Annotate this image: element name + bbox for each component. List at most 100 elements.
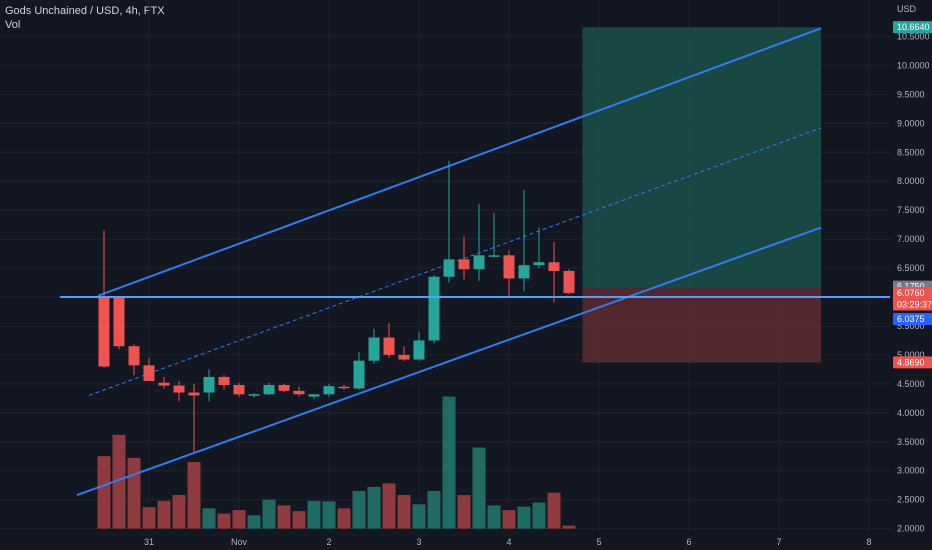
- price-axis: 2.0000 2.5000 3.0000 3.5000 4.0000 4.5000 5.00…: [897, 4, 930, 534]
- price-tick-label: 8.5000: [897, 147, 925, 157]
- price-tag-label: 03:29:37: [897, 300, 932, 310]
- volume-bar: [442, 396, 456, 529]
- price-tick-label: 4.5000: [897, 379, 925, 389]
- candle-body[interactable]: [443, 259, 455, 277]
- candle-body[interactable]: [458, 259, 470, 270]
- volume-bar: [322, 501, 336, 529]
- price-tick-label: 8.0000: [897, 176, 925, 186]
- candle-body[interactable]: [398, 354, 410, 360]
- price-tick-label: 9.5000: [897, 89, 925, 99]
- price-tag-label: 4.8690: [897, 357, 925, 367]
- symbol-title: Gods Unchained / USD, 4h, FTX: [5, 5, 165, 17]
- price-tick-label: 10.5000: [897, 31, 930, 41]
- candle-body[interactable]: [293, 390, 305, 395]
- channel-upper-line: [97, 27, 822, 297]
- price-tick-label: 9.0000: [897, 118, 925, 128]
- volume-bar: [112, 434, 126, 529]
- volume-bar: [127, 457, 141, 529]
- volume-bar: [307, 500, 321, 529]
- price-tag-label: 10.6640: [897, 22, 930, 32]
- candle-body[interactable]: [233, 385, 245, 395]
- price-tag-label: 6.0760: [897, 288, 925, 298]
- candle-body[interactable]: [533, 262, 545, 266]
- volume-bar: [202, 508, 216, 529]
- volume-bar: [232, 510, 246, 529]
- channel-lines: [76, 27, 822, 496]
- price-tag: [893, 356, 932, 369]
- candle-body[interactable]: [488, 255, 500, 257]
- volume-bar: [352, 490, 366, 529]
- currency-label: USD: [897, 4, 917, 14]
- time-tick-label: 5: [596, 537, 601, 547]
- volume-bar: [142, 507, 156, 529]
- candle-body[interactable]: [548, 262, 560, 271]
- candle-body[interactable]: [278, 385, 290, 391]
- time-axis: 31 Nov 2 3 4 5 6 7 8: [144, 537, 872, 547]
- price-tag-label: 6.0375: [897, 314, 925, 324]
- candle-body[interactable]: [263, 385, 275, 395]
- volume-bar: [292, 511, 306, 529]
- volume-bar: [562, 525, 576, 529]
- price-tag-label: 6.1750: [897, 282, 925, 292]
- volume-bar: [367, 486, 381, 529]
- price-tick-label: 7.0000: [897, 234, 925, 244]
- candle-body[interactable]: [473, 255, 485, 270]
- volume-bar: [457, 495, 471, 529]
- volume-bar: [547, 492, 561, 529]
- candle-body[interactable]: [188, 392, 200, 396]
- time-tick-label: 7: [776, 537, 781, 547]
- time-tick-label: 31: [144, 537, 154, 547]
- candle-body[interactable]: [563, 270, 575, 293]
- profit-zone: [582, 27, 821, 289]
- price-tag: [893, 298, 932, 311]
- candle-body[interactable]: [428, 276, 440, 341]
- volume-bars: [97, 396, 576, 529]
- candle-body[interactable]: [248, 394, 260, 396]
- candle-body[interactable]: [413, 340, 425, 360]
- candle-body[interactable]: [518, 265, 530, 279]
- volume-bar: [97, 456, 111, 529]
- candle-body[interactable]: [308, 394, 320, 397]
- candle-body[interactable]: [338, 386, 350, 389]
- candle-body[interactable]: [503, 255, 515, 279]
- candle-body[interactable]: [158, 382, 170, 386]
- candle-body[interactable]: [203, 376, 215, 393]
- price-tick-label: 7.5000: [897, 205, 925, 215]
- price-tick-label: 10.0000: [897, 60, 930, 70]
- volume-bar: [487, 505, 501, 529]
- candle-body[interactable]: [353, 360, 365, 389]
- time-tick-label: Nov: [231, 537, 248, 547]
- candle-body[interactable]: [323, 386, 335, 395]
- price-tick-label: 6.5000: [897, 263, 925, 273]
- price-tag: [893, 313, 932, 326]
- volume-bar: [187, 462, 201, 529]
- volume-bar: [397, 495, 411, 529]
- price-tick-label: 3.0000: [897, 466, 925, 476]
- candle-body[interactable]: [218, 376, 230, 386]
- position-zones: [582, 27, 821, 363]
- price-tick-label: 4.0000: [897, 408, 925, 418]
- candle-body[interactable]: [128, 346, 140, 366]
- volume-bar: [427, 490, 441, 529]
- candle-body[interactable]: [173, 385, 185, 393]
- channel-lower-line: [76, 226, 822, 496]
- volume-indicator-label: Vol: [5, 19, 21, 31]
- candle-body[interactable]: [143, 365, 155, 381]
- candle-body[interactable]: [368, 337, 380, 361]
- candle-body[interactable]: [113, 297, 125, 347]
- volume-bar: [472, 447, 486, 529]
- volume-bar: [532, 502, 546, 529]
- volume-bar: [412, 504, 426, 529]
- time-tick-label: 4: [506, 537, 511, 547]
- time-tick-label: 6: [686, 537, 691, 547]
- time-tick-label: 3: [416, 537, 421, 547]
- candle-body[interactable]: [383, 337, 395, 355]
- price-tag: [893, 21, 932, 34]
- price-tick-label: 2.0000: [897, 524, 925, 534]
- candle-body[interactable]: [98, 297, 110, 367]
- volume-bar: [247, 515, 261, 529]
- volume-bar: [172, 495, 186, 529]
- price-tag: [893, 286, 932, 299]
